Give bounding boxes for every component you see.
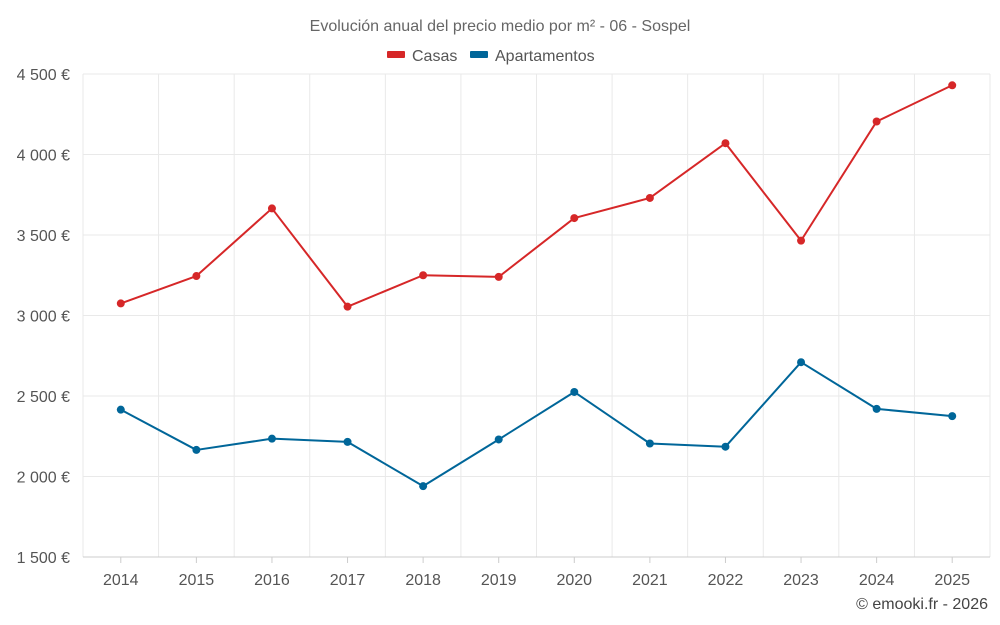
x-tick-label: 2018 — [405, 572, 441, 589]
data-point-apartamentos[interactable] — [721, 442, 730, 451]
y-tick-label: 2 500 € — [17, 389, 70, 406]
data-point-casas[interactable] — [267, 204, 276, 213]
legend-item-apartamentos[interactable]: Apartamentos — [470, 48, 595, 65]
series-group — [116, 81, 957, 491]
data-point-apartamentos[interactable] — [872, 404, 881, 413]
data-point-casas[interactable] — [192, 272, 201, 281]
gridlines — [82, 73, 991, 557]
chart-title: Evolución anual del precio medio por m² … — [310, 18, 691, 35]
data-point-apartamentos[interactable] — [948, 412, 957, 421]
y-axis: 1 500 € 2 000 € 2 500 € 3 000 € 3 500 € 4 000… — [17, 67, 70, 567]
series-line-casas — [120, 84, 953, 308]
data-point-casas[interactable] — [343, 302, 352, 311]
data-point-apartamentos[interactable] — [645, 439, 654, 448]
data-point-casas[interactable] — [872, 117, 881, 126]
legend[interactable]: Casas Apartamentos — [387, 48, 595, 65]
legend-swatch — [470, 51, 488, 58]
data-point-casas[interactable] — [645, 193, 654, 202]
y-tick-label: 1 500 € — [17, 550, 70, 567]
data-point-apartamentos[interactable] — [343, 437, 352, 446]
data-point-casas[interactable] — [419, 271, 428, 280]
data-point-apartamentos[interactable] — [797, 358, 806, 367]
x-tick-label: 2023 — [783, 572, 819, 589]
x-tick-label: 2020 — [556, 572, 592, 589]
x-tick-label: 2019 — [481, 572, 517, 589]
series-line-apartamentos — [120, 361, 953, 488]
x-tick-label: 2022 — [708, 572, 744, 589]
legend-label: Casas — [412, 48, 457, 65]
data-point-casas[interactable] — [797, 236, 806, 245]
x-tick-label: 2017 — [330, 572, 366, 589]
data-point-casas[interactable] — [570, 214, 579, 223]
x-tick-label: 2014 — [103, 572, 139, 589]
data-point-apartamentos[interactable] — [419, 482, 428, 491]
legend-item-casas[interactable]: Casas — [387, 48, 457, 65]
data-point-apartamentos[interactable] — [267, 434, 276, 443]
x-tick-label: 2016 — [254, 572, 290, 589]
legend-label: Apartamentos — [495, 48, 595, 65]
x-tick-label: 2025 — [934, 572, 970, 589]
data-point-casas[interactable] — [494, 272, 503, 281]
x-tick-label: 2015 — [179, 572, 215, 589]
y-tick-label: 3 500 € — [17, 228, 70, 245]
y-tick-label: 4 000 € — [17, 148, 70, 165]
y-tick-label: 2 000 € — [17, 470, 70, 487]
data-point-apartamentos[interactable] — [494, 435, 503, 444]
data-point-casas[interactable] — [948, 81, 957, 90]
y-tick-label: 3 000 € — [17, 309, 70, 326]
credit-text: © emooki.fr - 2026 — [856, 596, 988, 613]
data-point-apartamentos[interactable] — [570, 387, 579, 396]
x-tick-label: 2021 — [632, 572, 668, 589]
y-tick-label: 4 500 € — [17, 67, 70, 84]
data-point-casas[interactable] — [721, 139, 730, 148]
x-tick-label: 2024 — [859, 572, 895, 589]
data-point-apartamentos[interactable] — [192, 445, 201, 454]
x-axis: 2014 2015 2016 2017 2018 2019 2020 2021 2022 2023… — [83, 556, 990, 589]
legend-swatch — [387, 51, 405, 58]
data-point-casas[interactable] — [116, 299, 125, 308]
data-point-apartamentos[interactable] — [116, 405, 125, 414]
